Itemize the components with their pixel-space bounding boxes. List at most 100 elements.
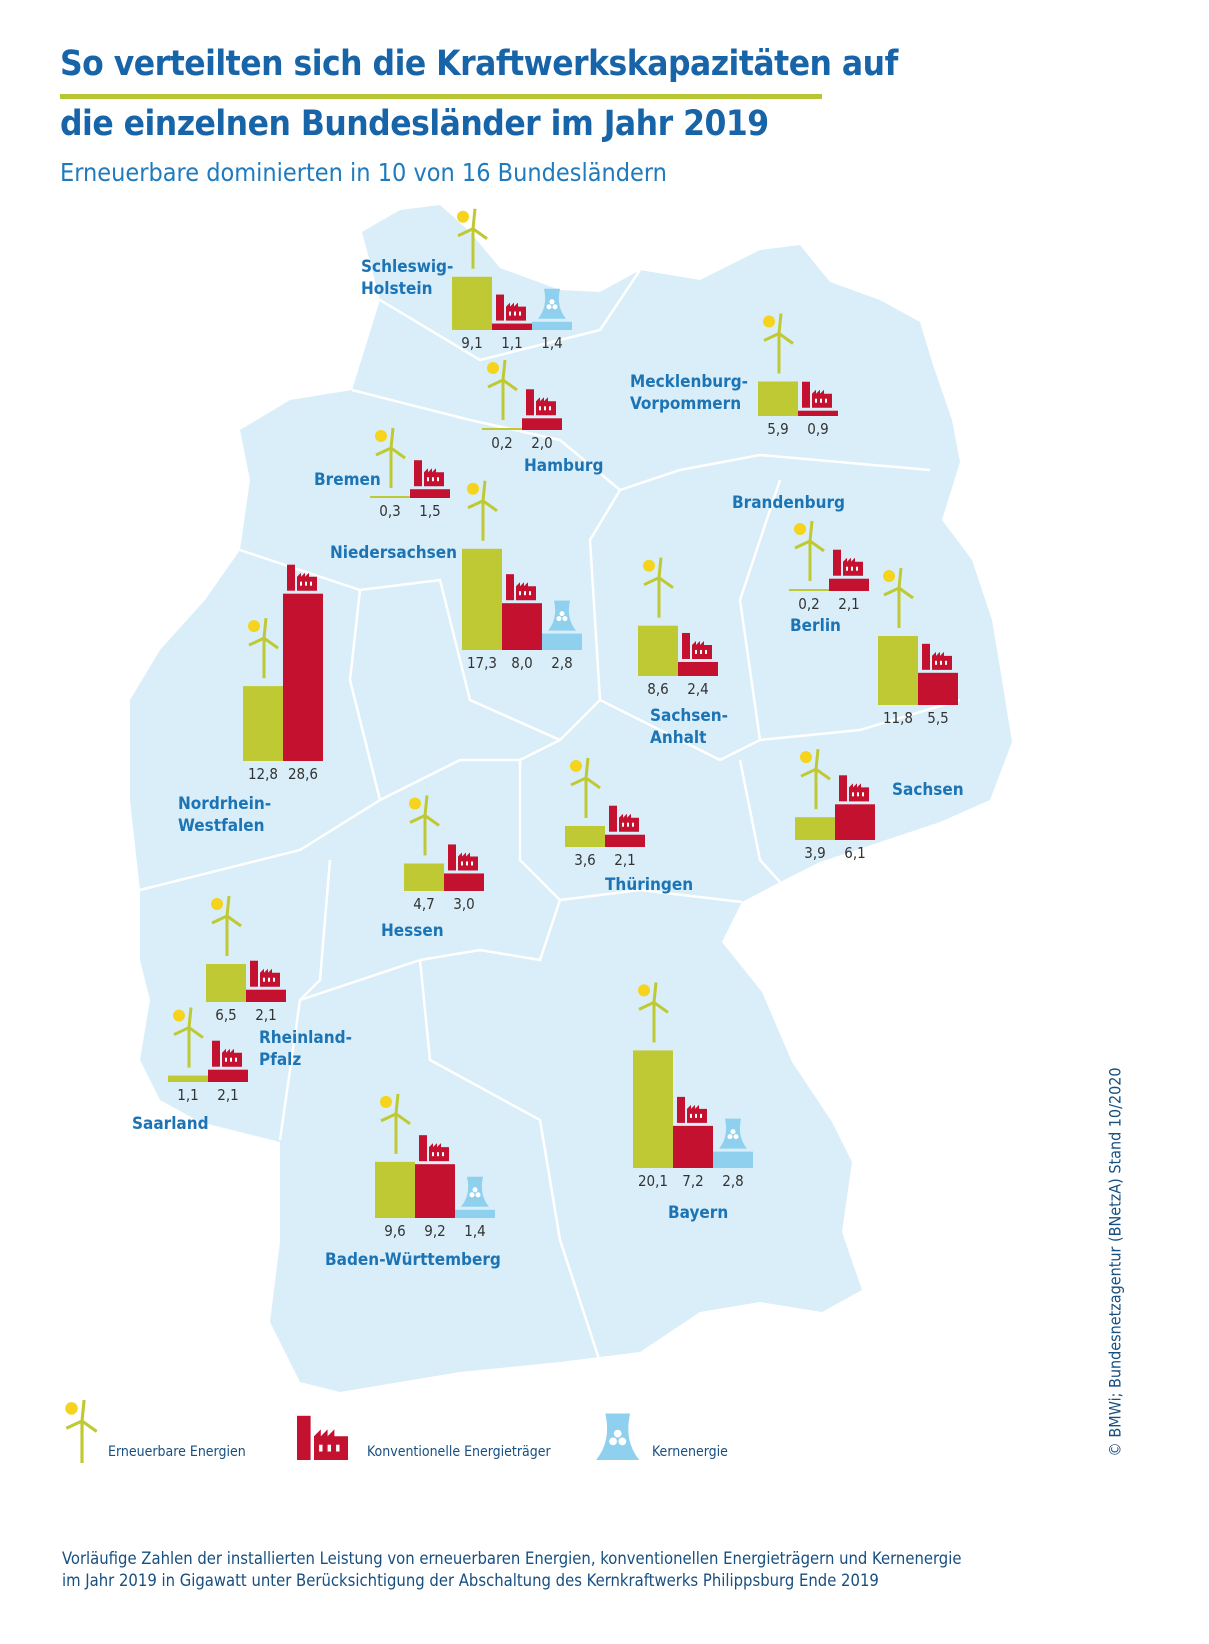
- wind-turbine-sun-icon: [173, 1007, 204, 1068]
- value-label: 3,6: [574, 851, 596, 869]
- value-label: 5,9: [767, 420, 789, 438]
- state-label-sl: Saarland: [132, 1114, 209, 1134]
- bar-group-sn: [795, 749, 875, 840]
- state-label-be: Berlin: [790, 616, 841, 636]
- wind-turbine-sun-icon: [800, 749, 831, 810]
- bar-kern: [532, 321, 572, 330]
- wind-turbine-sun-icon: [65, 1399, 98, 1463]
- factory-icon: [833, 549, 863, 576]
- bar-kern: [713, 1151, 753, 1168]
- wind-turbine-sun-icon: [487, 359, 518, 420]
- bar-erneuerbar: [758, 381, 798, 416]
- state-label-bb: Brandenburg: [732, 493, 845, 513]
- wind-turbine-sun-icon: [457, 208, 488, 269]
- cooling-tower-icon: [461, 1176, 489, 1207]
- title-underline: [60, 94, 822, 99]
- value-label: 2,8: [722, 1172, 744, 1190]
- chart-marks: [168, 208, 958, 1218]
- bar-kern: [455, 1209, 495, 1218]
- title-line-1: So verteilten sich die Kraftwerkskapazit…: [60, 44, 898, 84]
- bar-konventionell: [283, 593, 323, 761]
- state-label-hb: Bremen: [314, 470, 381, 490]
- value-label: 12,8: [247, 765, 279, 783]
- cooling-tower-icon: [538, 288, 566, 319]
- value-label: 1,5: [419, 502, 441, 520]
- bar-erneuerbar: [462, 548, 502, 650]
- title-line-2: die einzelnen Bundesländer im Jahr 2019: [60, 104, 769, 144]
- state-label-he: Hessen: [381, 921, 444, 941]
- bar-group-ni: [462, 480, 582, 650]
- cooling-tower-icon: [719, 1118, 747, 1149]
- footnote-line-2: im Jahr 2019 in Gigawatt unter Berücksic…: [62, 1571, 879, 1590]
- state-label-rp: Rheinland- Pfalz: [259, 1028, 352, 1070]
- bar-konventionell: [829, 578, 869, 591]
- factory-icon: [448, 844, 478, 871]
- wind-turbine-sun-icon: [794, 520, 825, 581]
- value-label: 6,1: [844, 844, 866, 862]
- bar-konventionell: [798, 410, 838, 416]
- bar-group-by: [633, 982, 753, 1168]
- bar-konventionell: [835, 804, 875, 840]
- bar-konventionell: [918, 672, 958, 705]
- value-label: 8,6: [647, 680, 669, 698]
- state-label-sh: Schleswig- Holstein: [361, 257, 454, 299]
- factory-icon: [496, 294, 526, 321]
- factory-icon: [839, 775, 869, 802]
- value-label: 9,6: [384, 1222, 406, 1240]
- factory-icon: [922, 643, 952, 670]
- wind-turbine-sun-icon: [643, 557, 674, 618]
- cooling-tower-icon: [548, 600, 576, 631]
- value-label: 11,8: [882, 709, 914, 727]
- factory-icon: [677, 1096, 707, 1123]
- value-label: 0,2: [491, 434, 513, 452]
- factory-icon: [682, 632, 712, 659]
- bar-konventionell: [208, 1069, 248, 1082]
- value-label: 2,4: [687, 680, 709, 698]
- state-label-bw: Baden-Württemberg: [325, 1250, 501, 1270]
- bar-erneuerbar: [404, 863, 444, 891]
- value-label: 28,6: [287, 765, 319, 783]
- bar-group-st: [638, 557, 718, 676]
- bar-group-he: [404, 795, 484, 891]
- bar-group-sh: [452, 208, 572, 330]
- legend-item-1: Konventionelle Energieträger: [367, 1444, 551, 1460]
- state-borders: [139, 269, 961, 1363]
- factory-icon: [212, 1040, 242, 1067]
- bar-group-hb: [370, 427, 450, 498]
- bar-erneuerbar: [452, 276, 492, 330]
- footnote: Vorläufige Zahlen der installierten Leis…: [62, 1548, 962, 1592]
- value-label: 1,4: [464, 1222, 486, 1240]
- bar-group-be: [789, 520, 869, 591]
- germany-shape: [130, 205, 1012, 1392]
- value-label: 3,9: [804, 844, 826, 862]
- bar-erneuerbar: [565, 825, 605, 847]
- state-label-hh: Hamburg: [524, 456, 604, 476]
- factory-icon: [609, 805, 639, 832]
- state-label-by: Bayern: [668, 1203, 729, 1223]
- legend-item-2: Kernenergie: [652, 1444, 728, 1460]
- factory-icon: [287, 564, 317, 591]
- value-label: 4,7: [413, 895, 435, 913]
- bar-group-bw: [375, 1093, 495, 1218]
- bar-konventionell: [410, 489, 450, 498]
- value-label: 9,1: [461, 334, 483, 352]
- factory-icon: [419, 1135, 449, 1162]
- bar-erneuerbar: [878, 635, 918, 705]
- value-label: 3,0: [453, 895, 475, 913]
- bar-erneuerbar: [795, 817, 835, 840]
- state-label-nw: Nordrhein- Westfalen: [178, 794, 272, 836]
- wind-turbine-sun-icon: [409, 795, 440, 856]
- bar-erneuerbar: [243, 686, 283, 761]
- bar-konventionell: [522, 418, 562, 430]
- value-label: 2,8: [551, 654, 573, 672]
- value-label: 5,5: [927, 709, 949, 727]
- bar-group-hh: [482, 359, 562, 430]
- value-label: 2,1: [217, 1086, 239, 1104]
- bar-erneuerbar: [168, 1075, 208, 1082]
- credit: © BMWi; Bundesnetzagentur (BNetzA) Stand…: [1105, 1067, 1125, 1457]
- value-label: 8,0: [511, 654, 533, 672]
- factory-icon: [802, 381, 832, 408]
- bar-erneuerbar: [789, 589, 829, 591]
